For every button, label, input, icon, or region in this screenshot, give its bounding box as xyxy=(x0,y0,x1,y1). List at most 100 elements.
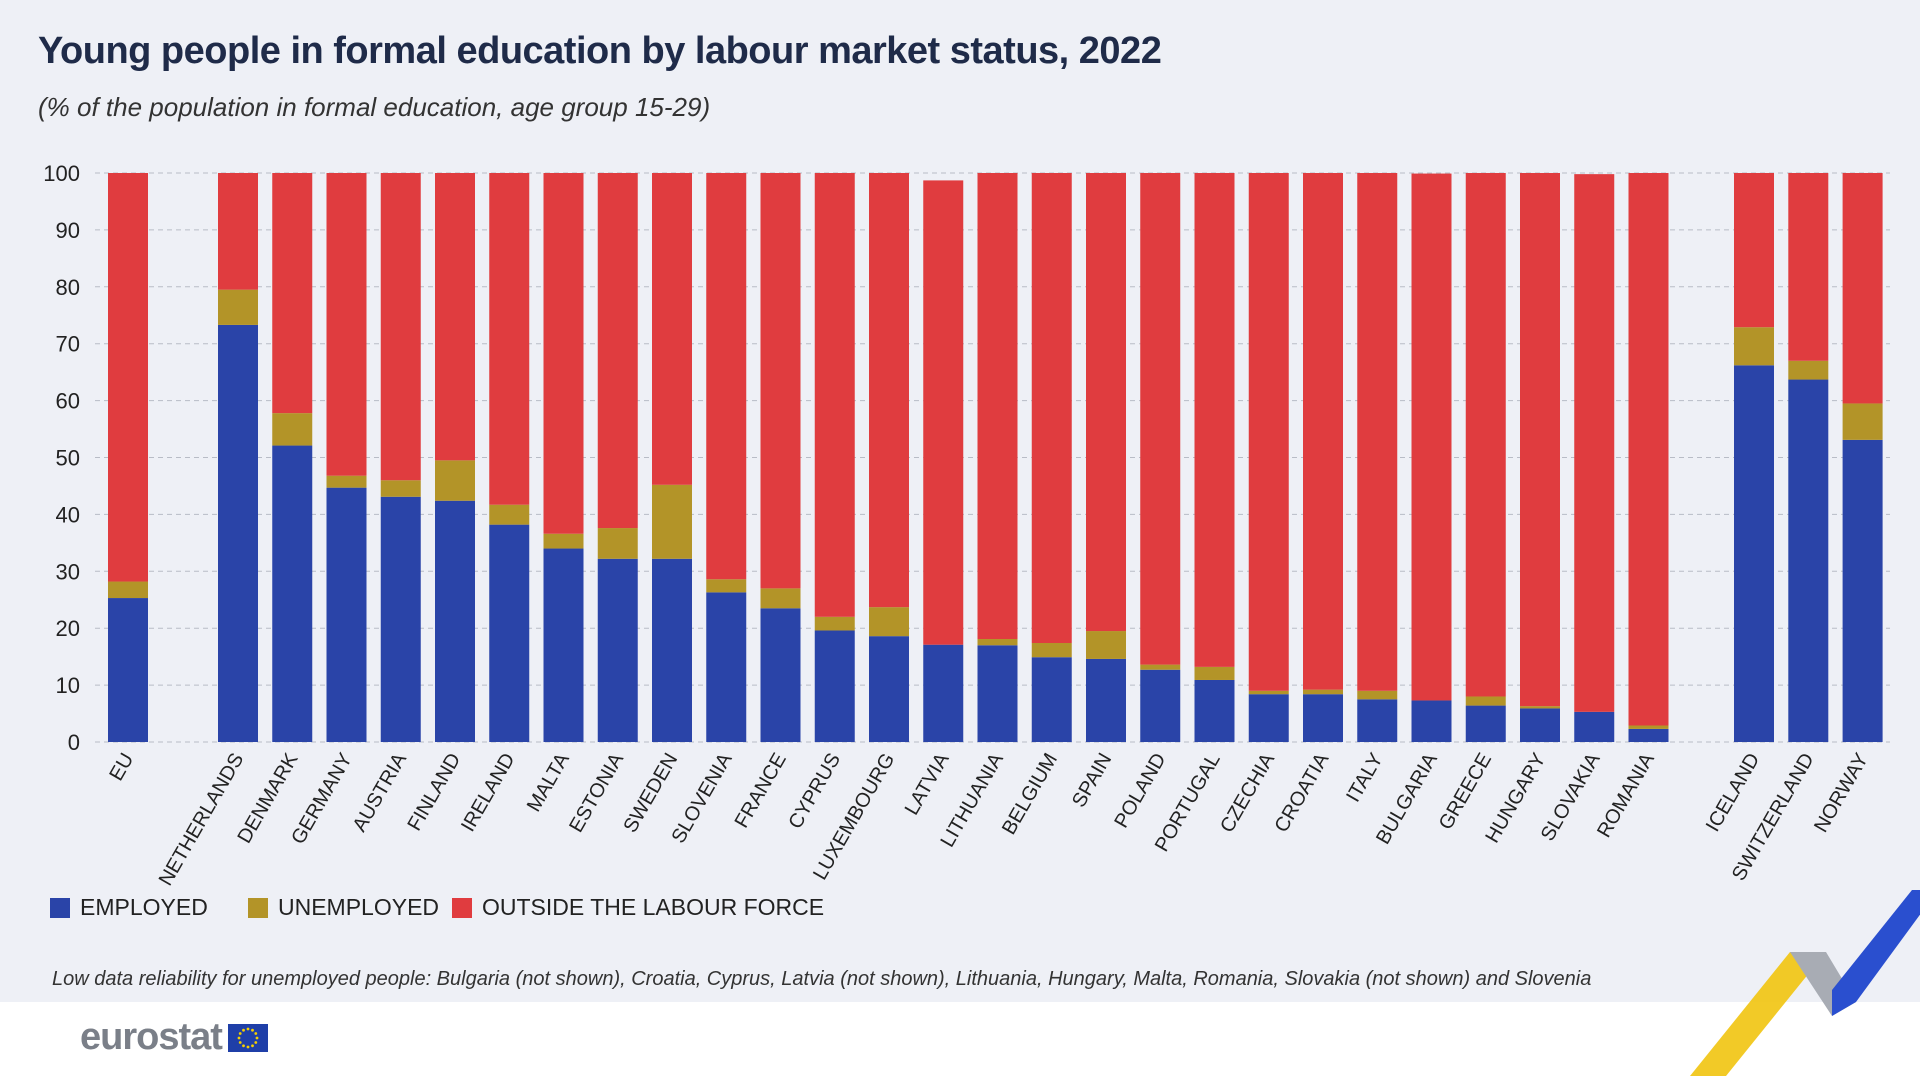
bar-germany-employed xyxy=(326,487,367,742)
bar-malta-unemployed xyxy=(543,533,584,549)
bar-estonia-employed xyxy=(597,558,638,742)
bar-belgium-unemployed xyxy=(1031,642,1072,658)
bar-sweden-employed xyxy=(652,558,692,742)
bar-czechia-employed xyxy=(1248,694,1289,742)
bar-slovakia-employed xyxy=(1574,711,1615,742)
bar-portugal-employed xyxy=(1194,679,1235,742)
bar-portugal-unemployed xyxy=(1194,666,1235,680)
y-tick-label-80: 80 xyxy=(56,275,80,300)
bar-czechia-outside-the-labour-force xyxy=(1248,173,1289,691)
bar-spain-employed xyxy=(1086,658,1126,742)
x-tick-label-austria: AUSTRIA xyxy=(349,749,412,836)
y-tick-label-60: 60 xyxy=(56,389,80,414)
bar-denmark-employed xyxy=(272,445,313,742)
bar-switzerland-unemployed xyxy=(1788,360,1829,380)
bar-switzerland-employed xyxy=(1788,379,1829,742)
x-tick-label-greece: GREECE xyxy=(1435,750,1496,834)
eurostat-logo: eurostat xyxy=(80,1016,268,1059)
bar-latvia-employed xyxy=(923,644,964,742)
x-tick-label-sweden: SWEDEN xyxy=(619,750,682,837)
x-tick-label-poland: POLAND xyxy=(1110,750,1170,832)
bar-denmark-outside-the-labour-force xyxy=(272,173,313,414)
bar-austria-unemployed xyxy=(380,480,421,497)
x-tick-label-spain: SPAIN xyxy=(1068,750,1116,812)
bar-bulgaria-outside-the-labour-force xyxy=(1411,173,1452,701)
bar-france-outside-the-labour-force xyxy=(760,173,801,589)
bar-malta-employed xyxy=(543,548,584,742)
footnote: Low data reliability for unemployed peop… xyxy=(52,968,1592,990)
bar-poland-outside-the-labour-force xyxy=(1140,173,1181,665)
x-tick-label-iceland: ICELAND xyxy=(1702,750,1764,836)
bar-spain-unemployed xyxy=(1086,631,1126,659)
bar-lithuania-outside-the-labour-force xyxy=(977,173,1018,640)
legend-item-employed: EMPLOYED xyxy=(50,894,208,921)
bar-luxembourg-unemployed xyxy=(869,607,909,637)
bar-eu-employed xyxy=(108,598,148,742)
bar-finland-employed xyxy=(435,500,475,742)
eu-flag-icon xyxy=(227,1023,268,1052)
legend-label-employed: EMPLOYED xyxy=(80,894,208,920)
y-tick-label-10: 10 xyxy=(56,673,80,698)
bar-greece-unemployed xyxy=(1465,696,1506,706)
bar-lithuania-unemployed xyxy=(977,639,1018,646)
bar-croatia-employed xyxy=(1303,694,1343,742)
bar-estonia-outside-the-labour-force xyxy=(597,173,638,529)
y-tick-label-20: 20 xyxy=(56,616,80,641)
bar-sweden-unemployed xyxy=(652,484,692,559)
bar-slovenia-outside-the-labour-force xyxy=(706,173,747,580)
bar-estonia-unemployed xyxy=(597,528,638,559)
legend-item-unemployed: UNEMPLOYED xyxy=(248,894,439,921)
legend-swatch-outside xyxy=(452,897,472,918)
bar-cyprus-unemployed xyxy=(814,616,855,631)
x-tick-label-netherlands: NETHERLANDS xyxy=(155,750,249,890)
bar-france-unemployed xyxy=(760,588,801,609)
bar-romania-employed xyxy=(1628,728,1669,742)
y-tick-label-50: 50 xyxy=(56,446,80,471)
bar-denmark-unemployed xyxy=(272,413,313,446)
footer-band xyxy=(0,1002,1920,1080)
x-tick-label-estonia: ESTONIA xyxy=(565,749,628,836)
bar-sweden-outside-the-labour-force xyxy=(652,173,692,485)
x-tick-label-croatia: CROATIA xyxy=(1271,749,1334,836)
x-tick-label-ireland: IRELAND xyxy=(457,750,519,836)
bar-croatia-unemployed xyxy=(1303,689,1343,695)
chart-subtitle: (% of the population in formal education… xyxy=(38,92,711,122)
bar-greece-outside-the-labour-force xyxy=(1465,173,1506,697)
bar-poland-unemployed xyxy=(1140,664,1181,670)
bar-hungary-employed xyxy=(1520,708,1560,742)
y-tick-label-70: 70 xyxy=(56,332,80,357)
bar-belgium-employed xyxy=(1031,657,1072,742)
bar-luxembourg-employed xyxy=(869,636,909,742)
bar-ireland-employed xyxy=(489,524,530,742)
x-tick-label-italy: ITALY xyxy=(1342,750,1387,807)
x-axis-tick-labels: EU NETHERLANDSDENMARKGERMANYAUSTRIAFINLAN… xyxy=(105,749,1873,890)
bar-germany-outside-the-labour-force xyxy=(326,173,367,476)
y-tick-label-0: 0 xyxy=(68,730,80,755)
bar-romania-unemployed xyxy=(1628,725,1669,729)
x-tick-label-norway: NORWAY xyxy=(1810,750,1873,837)
bar-eu-unemployed xyxy=(108,581,148,599)
bar-france-employed xyxy=(760,608,801,742)
legend-swatch-employed xyxy=(50,897,70,918)
bar-austria-employed xyxy=(380,496,421,742)
bar-slovenia-unemployed xyxy=(706,579,747,593)
bar-finland-unemployed xyxy=(435,460,475,501)
y-tick-label-100: 100 xyxy=(43,161,80,186)
legend-label-outside: OUTSIDE THE LABOUR FORCE xyxy=(482,894,825,920)
bar-eu-outside-the-labour-force xyxy=(108,173,148,582)
bar-spain-outside-the-labour-force xyxy=(1086,173,1126,632)
bar-lithuania-employed xyxy=(977,645,1018,742)
bar-iceland-employed xyxy=(1734,365,1774,742)
x-tick-label-eu: EU xyxy=(105,750,138,785)
chart-title: Young people in formal education by labo… xyxy=(38,30,1162,72)
bar-austria-outside-the-labour-force xyxy=(380,173,421,481)
y-axis-tick-labels: 0 10 20 30 40 50 60 70 80 90 100 xyxy=(43,161,80,755)
bar-hungary-outside-the-labour-force xyxy=(1520,173,1560,707)
bar-norway-outside-the-labour-force xyxy=(1842,173,1883,404)
bar-ireland-outside-the-labour-force xyxy=(489,173,530,505)
bar-netherlands-employed xyxy=(218,324,258,742)
bar-luxembourg-outside-the-labour-force xyxy=(869,173,909,608)
x-tick-label-latvia: LATVIA xyxy=(901,749,954,819)
bar-poland-employed xyxy=(1140,669,1181,742)
